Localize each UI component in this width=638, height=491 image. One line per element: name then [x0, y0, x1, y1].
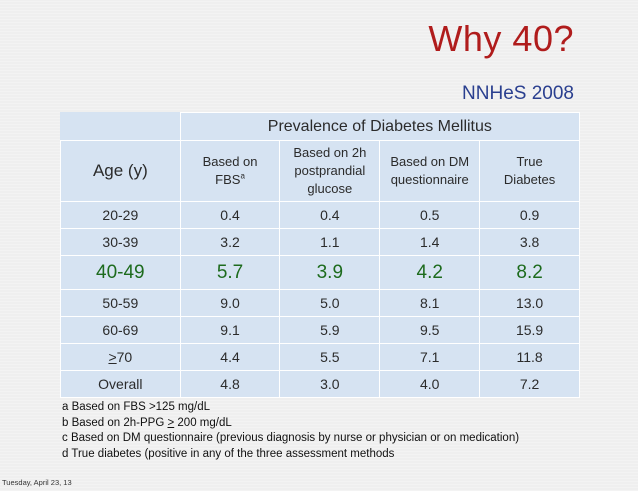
footnote-b-text: b Based on 2h-PPG [62, 416, 168, 429]
fbs-cell: 0.4 [179, 201, 281, 229]
fbs-cell: 4.4 [179, 343, 281, 371]
table-column-header-row: Age (y) Based on FBSa Based on 2h postpr… [60, 140, 580, 202]
age-cell: Overall [60, 370, 181, 398]
dmq-cell: 9.5 [379, 316, 481, 344]
fbs-cell: 4.8 [179, 370, 281, 398]
dmq-cell: 7.1 [379, 343, 481, 371]
age-value: 70 [116, 349, 133, 365]
age-cell: >70 [60, 343, 181, 371]
ppg-cell: 3.0 [279, 370, 381, 398]
ppg-header-line1: Based on 2h [293, 145, 367, 160]
dmq-header-line1: Based on DM [390, 154, 470, 169]
ppg-cell: 5.5 [279, 343, 381, 371]
table-row: >70 4.4 5.5 7.1 11.8 [60, 343, 580, 371]
footnote-a-text: a Based on FBS >125 mg/dL [62, 401, 211, 413]
gte-symbol: > [167, 416, 175, 429]
slide-subtitle: NNHeS 2008 [462, 83, 574, 104]
footnote-d: d True diabetes (positive in any of the … [62, 447, 519, 463]
fbs-header-line1: Based on [202, 154, 258, 169]
age-cell: 60-69 [60, 316, 181, 344]
gte-symbol: > [108, 349, 117, 365]
true-dm-cell: 7.2 [479, 370, 580, 398]
true-dm-cell: 8.2 [479, 255, 580, 290]
true-dm-column-header: True Diabetes [479, 140, 580, 202]
table-row: 60-69 9.1 5.9 9.5 15.9 [60, 316, 580, 344]
table-row: 20-29 0.4 0.4 0.5 0.9 [60, 201, 580, 229]
table-row: Overall 4.8 3.0 4.0 7.2 [60, 370, 580, 398]
ppg-cell: 0.4 [279, 201, 381, 229]
fbs-cell: 9.0 [179, 289, 281, 317]
dmq-cell: 4.0 [379, 370, 481, 398]
slide-date-footer: Tuesday, April 23, 13 [2, 478, 72, 487]
fbs-header-sup: a [240, 171, 245, 181]
footnote-a: a Based on FBS >125 mg/dL [62, 400, 519, 416]
table-row: 30-39 3.2 1.1 1.4 3.8 [60, 228, 580, 256]
dmq-cell: 4.2 [379, 255, 481, 290]
age-cell: 40-49 [60, 255, 181, 290]
ppg-column-header: Based on 2h postprandial glucose [279, 140, 381, 202]
fbs-header-line2: FBS [215, 172, 241, 187]
true-dm-header-line1: True [516, 154, 543, 169]
age-cell: 30-39 [60, 228, 181, 256]
ppg-cell: 5.0 [279, 289, 381, 317]
table-corner-cell [60, 112, 181, 141]
true-dm-cell: 11.8 [479, 343, 580, 371]
table-row-highlighted: 40-49 5.7 3.9 4.2 8.2 [60, 255, 580, 290]
age-cell: 20-29 [60, 201, 181, 229]
dmq-cell: 8.1 [379, 289, 481, 317]
footnote-c-text: c Based on DM questionnaire (previous di… [62, 432, 520, 445]
ppg-header-line2: postprandial [294, 163, 366, 178]
ppg-cell: 5.9 [279, 316, 381, 344]
dmq-header-line2: questionnaire [390, 172, 469, 187]
dmq-cell: 0.5 [379, 201, 481, 229]
fbs-cell: 5.7 [179, 255, 281, 290]
slide-title: Why 40? [428, 18, 574, 59]
true-dm-cell: 0.9 [479, 201, 580, 229]
ppg-cell: 3.9 [279, 255, 381, 290]
age-column-header: Age (y) [60, 140, 181, 202]
footnotes: a Based on FBS >125 mg/dL b Based on 2h-… [62, 400, 519, 462]
age-cell: 50-59 [60, 289, 181, 317]
dmq-cell: 1.4 [379, 228, 481, 256]
prevalence-table: Prevalence of Diabetes Mellitus Age (y) … [60, 112, 581, 398]
true-dm-header-line2: Diabetes [503, 172, 556, 187]
footnote-c: c Based on DM questionnaire (previous di… [62, 431, 519, 447]
table-group-header-row: Prevalence of Diabetes Mellitus [60, 112, 581, 141]
fbs-cell: 9.1 [179, 316, 281, 344]
true-dm-cell: 3.8 [479, 228, 580, 256]
footnote-d-text: d True diabetes (positive in any of the … [62, 447, 395, 460]
footnote-b-unit: 200 mg/dL [174, 416, 232, 429]
table-row: 50-59 9.0 5.0 8.1 13.0 [60, 289, 580, 317]
footnote-b: b Based on 2h-PPG > 200 mg/dL [62, 416, 519, 432]
dmq-column-header: Based on DM questionnaire [379, 140, 481, 202]
ppg-header-line3: glucose [307, 181, 353, 196]
prevalence-header: Prevalence of Diabetes Mellitus [179, 112, 581, 141]
fbs-cell: 3.2 [179, 228, 281, 256]
true-dm-cell: 13.0 [479, 289, 580, 317]
true-dm-cell: 15.9 [479, 316, 580, 344]
fbs-column-header: Based on FBSa [179, 140, 281, 202]
ppg-cell: 1.1 [279, 228, 381, 256]
